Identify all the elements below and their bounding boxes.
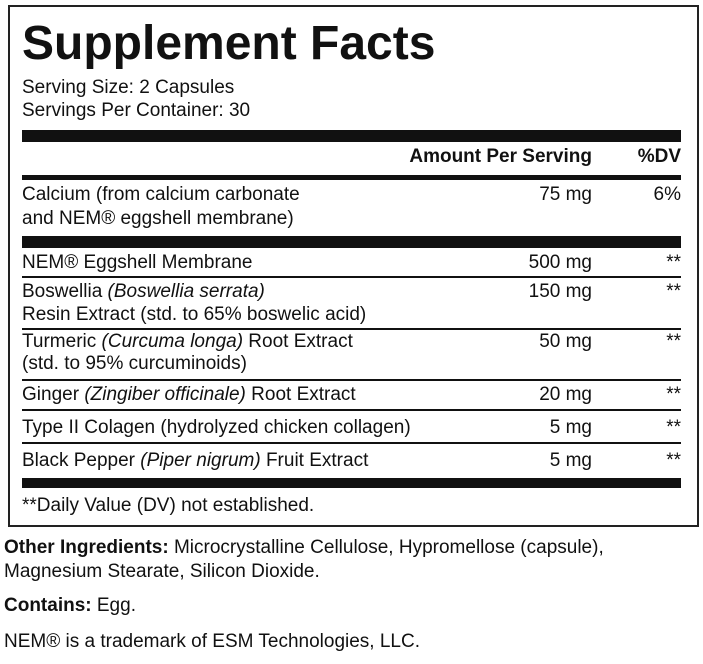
ingredient-text: (Piper nigrum) xyxy=(140,450,261,471)
amount: 150 mg xyxy=(528,281,592,302)
daily-value: ** xyxy=(666,450,681,471)
other-ingredients: Other Ingredients: Microcrystalline Cell… xyxy=(4,536,644,584)
amount: 5 mg xyxy=(549,417,592,438)
ingredient-line: Turmeric (Curcuma longa) Root Extract xyxy=(22,330,353,354)
label: Contains: xyxy=(4,595,92,616)
row-rule xyxy=(22,276,681,278)
thick-rule xyxy=(22,130,681,142)
row-rule xyxy=(22,236,681,248)
ingredient-text: Resin Extract (std. to 65% boswelic acid… xyxy=(22,304,367,325)
ingredient-text: NEM® Eggshell Membrane xyxy=(22,252,253,273)
ingredient-line: Ginger (Zingiber officinale) Root Extrac… xyxy=(22,383,356,407)
ingredient-text: and NEM® eggshell membrane) xyxy=(22,208,294,229)
ingredient-text: Fruit Extract xyxy=(260,450,369,471)
amount: 500 mg xyxy=(528,252,592,273)
ingredient-text: Ginger xyxy=(22,384,85,405)
amount: 75 mg xyxy=(539,184,592,205)
ingredient-line: Black Pepper (Piper nigrum) Fruit Extrac… xyxy=(22,449,368,473)
amount: 20 mg xyxy=(539,384,592,405)
ingredient-text: Type II Colagen (hydrolyzed chicken coll… xyxy=(22,417,411,438)
ingredient-text: Calcium (from calcium carbonate xyxy=(22,184,300,205)
daily-value: ** xyxy=(666,252,681,273)
ingredient-line: Type II Colagen (hydrolyzed chicken coll… xyxy=(22,416,411,440)
ingredient-line: and NEM® eggshell membrane) xyxy=(22,207,294,231)
facts-box xyxy=(8,5,699,527)
amount: 50 mg xyxy=(539,331,592,352)
ingredient-text: (Boswellia serrata) xyxy=(107,281,265,302)
ingredient-text: (Zingiber officinale) xyxy=(84,384,246,405)
daily-value: 6% xyxy=(653,184,681,205)
ingredient-line: (std. to 95% curcuminoids) xyxy=(22,352,247,376)
ingredient-text: (Curcuma longa) xyxy=(101,331,244,352)
medium-rule xyxy=(22,175,681,180)
ingredient-text: Black Pepper xyxy=(22,450,141,471)
ingredient-text: Boswellia xyxy=(22,281,108,302)
daily-value: ** xyxy=(666,331,681,352)
ingredient-line: Resin Extract (std. to 65% boswelic acid… xyxy=(22,303,366,327)
row-rule xyxy=(22,409,681,411)
row-rule xyxy=(22,328,681,330)
row-rule xyxy=(22,478,681,488)
text: Microcrystalline Cellulose, Hypromellose… xyxy=(4,537,604,582)
ingredient-line: Calcium (from calcium carbonate xyxy=(22,183,300,207)
footnote: **Daily Value (DV) not established. xyxy=(22,495,315,516)
amount: 5 mg xyxy=(549,450,592,471)
column-header: Amount Per Serving xyxy=(409,146,592,167)
daily-value: ** xyxy=(666,281,681,302)
trademark: NEM® is a trademark of ESM Technologies,… xyxy=(4,631,420,652)
ingredient-text: Root Extract xyxy=(243,331,353,352)
contains: Contains: Egg. xyxy=(4,594,136,618)
ingredient-text: Turmeric xyxy=(22,331,102,352)
servings-per-container: Servings Per Container: 30 xyxy=(22,100,251,121)
ingredient-text: (std. to 95% curcuminoids) xyxy=(22,353,247,374)
label: Other Ingredients: xyxy=(4,537,169,558)
text: Egg. xyxy=(91,595,136,616)
title: Supplement Facts xyxy=(22,17,436,70)
row-rule xyxy=(22,442,681,444)
ingredient-text: Root Extract xyxy=(245,384,356,405)
column-header: %DV xyxy=(637,146,681,167)
row-rule xyxy=(22,379,681,381)
serving-size: Serving Size: 2 Capsules xyxy=(22,77,235,98)
daily-value: ** xyxy=(666,417,681,438)
ingredient-line: Boswellia (Boswellia serrata) xyxy=(22,280,265,304)
daily-value: ** xyxy=(666,384,681,405)
ingredient-line: NEM® Eggshell Membrane xyxy=(22,251,252,275)
